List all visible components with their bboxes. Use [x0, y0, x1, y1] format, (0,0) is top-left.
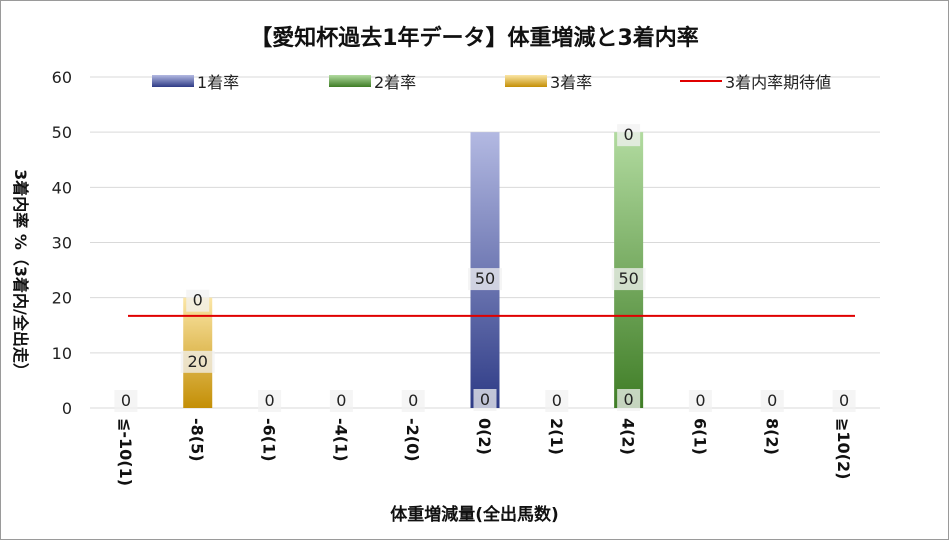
- data-label-bg: [114, 390, 138, 412]
- y-tick-label: 60: [52, 68, 72, 87]
- data-label-bg: [473, 389, 497, 411]
- x-tick-label: -2(0): [403, 418, 422, 462]
- x-tick-label: 4(2): [619, 418, 638, 455]
- x-tick-label: -4(1): [331, 418, 350, 462]
- data-label-bg: [329, 390, 353, 412]
- x-tick-label: 6(1): [690, 418, 709, 455]
- data-label-bg: [617, 124, 641, 147]
- x-tick-label: ≦-10(1): [116, 418, 135, 486]
- y-tick-label: 40: [52, 178, 72, 197]
- legend-label: 1着率: [197, 73, 239, 92]
- legend-swatch: [329, 75, 371, 87]
- y-tick-label: 30: [52, 234, 72, 253]
- y-tick-label: 10: [52, 344, 72, 363]
- legend: 1着率 2着率 3着率 3着内率期待値: [152, 73, 831, 92]
- y-tick-label: 0: [62, 399, 72, 418]
- x-axis-label: 体重増減量(全出馬数): [390, 505, 559, 525]
- x-tick-label: 8(2): [762, 418, 781, 455]
- x-tick-label: 0(2): [475, 418, 494, 455]
- legend-swatch: [505, 75, 547, 87]
- data-label-bg: [688, 390, 712, 412]
- y-tick-label: 50: [52, 123, 72, 142]
- data-label-bg: [760, 390, 784, 412]
- x-tick-label: -8(5): [188, 418, 207, 462]
- legend-swatch: [152, 75, 194, 87]
- x-ticks: ≦-10(1) -8(5) -6(1) -4(1) -2(0) 0(2) 2(1) 4(2) 6…: [116, 418, 853, 486]
- data-label: 0: [121, 391, 131, 410]
- x-tick-label: ≧10(2): [834, 418, 853, 479]
- data-label: 0: [264, 391, 274, 410]
- data-label-bg: [832, 390, 856, 412]
- data-label-bg: [258, 390, 282, 412]
- data-label: 20: [188, 352, 208, 371]
- data-label: 0: [193, 291, 203, 310]
- data-label: 0: [336, 391, 346, 410]
- data-label-bg: [611, 268, 646, 291]
- data-label: 0: [767, 391, 777, 410]
- data-label-bg: [401, 390, 425, 412]
- data-label: 0: [408, 391, 418, 410]
- legend-label: 3着率: [550, 73, 592, 92]
- data-label: 0: [624, 390, 634, 409]
- data-label: 0: [839, 391, 849, 410]
- x-tick-label: -6(1): [260, 418, 279, 462]
- legend-label: 3着内率期待値: [725, 73, 831, 92]
- data-label: 0: [480, 390, 490, 409]
- data-label-bg: [186, 289, 210, 312]
- y-ticks: 0 10 20 30 40 50 60: [52, 68, 72, 418]
- data-label-bg: [617, 389, 641, 411]
- x-tick-label: 2(1): [547, 418, 566, 455]
- data-label: 50: [618, 269, 638, 288]
- data-label: 0: [695, 391, 705, 410]
- data-label-bg: [180, 350, 215, 373]
- data-label: 0: [552, 391, 562, 410]
- data-label: 50: [475, 269, 495, 288]
- y-tick-label: 20: [52, 289, 72, 308]
- bars: [183, 132, 644, 408]
- data-labels: 0 20 0 0 0 0 50 0 0 50 0 0 0 0 0: [114, 124, 856, 412]
- data-label: 0: [624, 125, 634, 144]
- chart-title: 【愛知杯過去1年データ】体重増減と3着内率: [250, 26, 699, 51]
- data-label-bg: [468, 268, 502, 291]
- legend-label: 2着率: [374, 73, 416, 92]
- data-label-bg: [545, 390, 569, 412]
